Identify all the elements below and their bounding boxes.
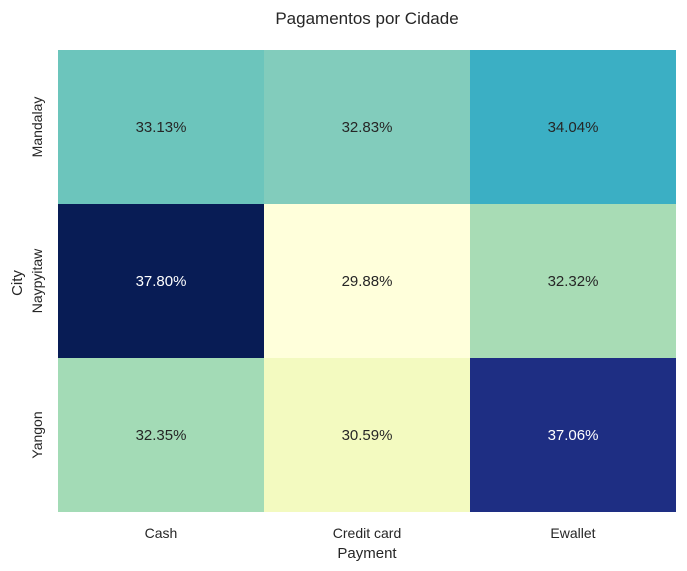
cell-label-mandalay-ewallet: 34.04%: [548, 119, 599, 136]
cell-label-mandalay-cash: 33.13%: [136, 119, 187, 136]
heatmap-cell-yangon-cash: [58, 358, 264, 512]
cell-label-yangon-ewallet: 37.06%: [548, 427, 599, 444]
y-tick-label-mandalay: Mandalay: [29, 97, 45, 158]
heatmap-cell-yangon-ewallet: [470, 358, 676, 512]
y-tick-label-naypyitaw: Naypyitaw: [29, 248, 45, 313]
heatmap-cell-yangon-credit-card: [264, 358, 470, 512]
x-axis-label: Payment: [337, 545, 397, 562]
chart-title: Pagamentos por Cidade: [275, 9, 458, 28]
y-tick-label-yangon: Yangon: [29, 411, 45, 458]
heatmap-cell-naypyitaw-cash: [58, 204, 264, 358]
cell-label-naypyitaw-credit-card: 29.88%: [342, 273, 393, 290]
x-tick-label-ewallet: Ewallet: [550, 525, 595, 541]
x-tick-label-credit-card: Credit card: [333, 525, 401, 541]
heatmap-cell-mandalay-cash: [58, 50, 264, 204]
cell-label-naypyitaw-ewallet: 32.32%: [548, 273, 599, 290]
heatmap-cell-naypyitaw-ewallet: [470, 204, 676, 358]
heatmap-cell-mandalay-credit-card: [264, 50, 470, 204]
cell-label-yangon-cash: 32.35%: [136, 427, 187, 444]
axis-ticks: Cash Credit card Ewallet Mandalay Naypyitaw Y…: [29, 97, 596, 541]
cell-label-mandalay-credit-card: 32.83%: [342, 119, 393, 136]
cell-label-yangon-credit-card: 30.59%: [342, 427, 393, 444]
cell-label-naypyitaw-cash: 37.80%: [136, 273, 187, 290]
y-axis-label: City: [9, 270, 26, 296]
heatmap-cell-mandalay-ewallet: [470, 50, 676, 204]
heatmap-cells: 33.13% 32.83% 34.04% 37.80% 29.88% 32.32% 32.3…: [58, 50, 676, 512]
x-tick-label-cash: Cash: [145, 525, 178, 541]
heatmap-cell-naypyitaw-credit-card: [264, 204, 470, 358]
